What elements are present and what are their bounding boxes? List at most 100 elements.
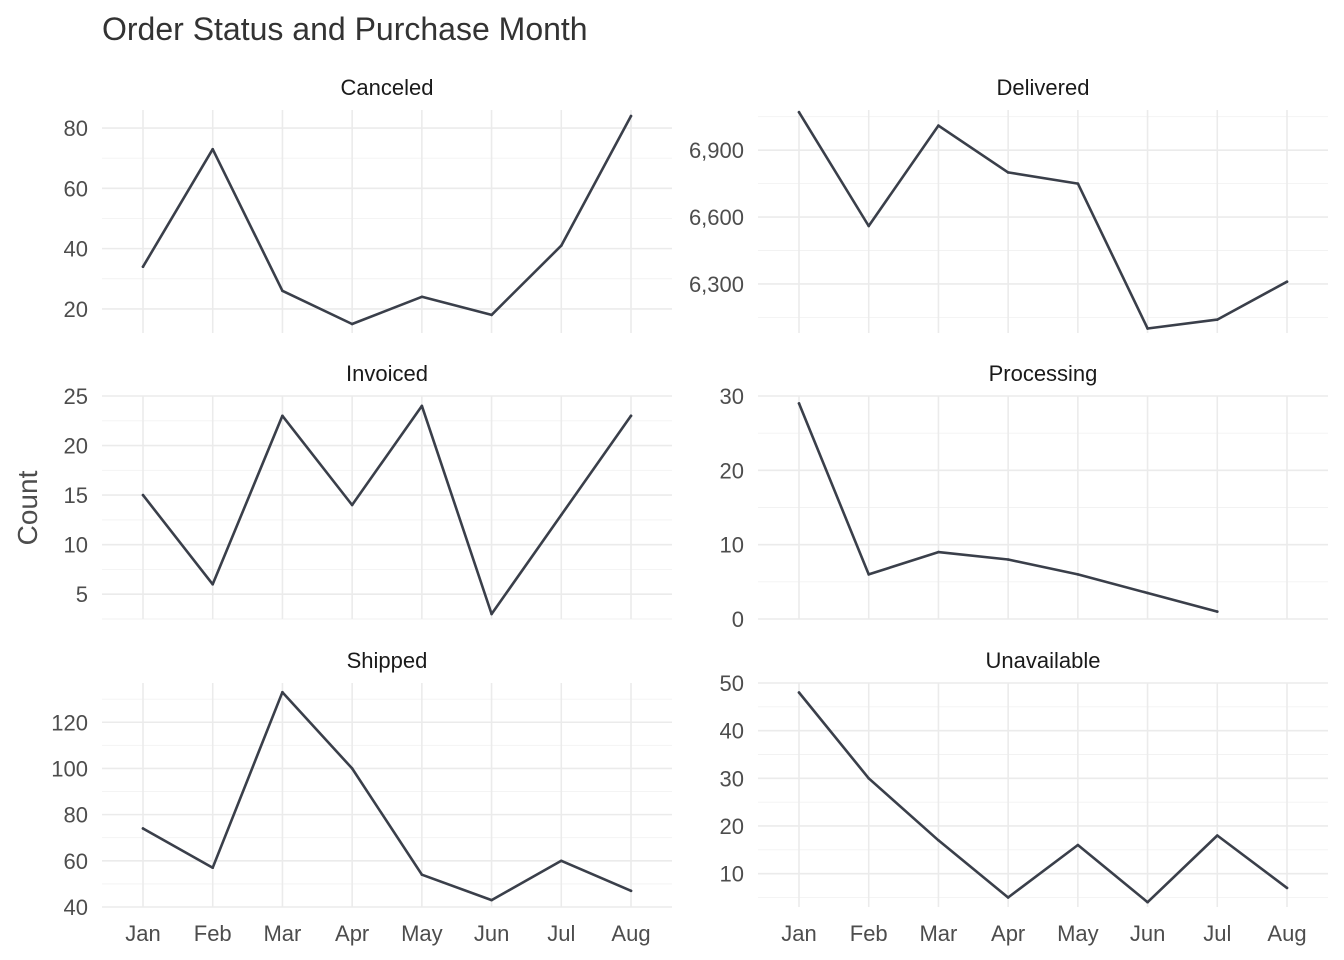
y-tick-label: 6,300 [689,272,744,297]
x-tick-label: Feb [194,921,232,946]
data-point-delivered-may [1076,182,1080,185]
data-point-canceled-jun [490,313,493,317]
data-point-delivered-mar [937,124,940,127]
x-tick-label: Jul [547,921,575,946]
y-tick-label: 6,600 [689,205,744,230]
panel-canceled: Canceled 20 40 60 80 [64,75,672,333]
data-point-unavailable-feb [867,777,871,780]
x-tick-label: Jun [1130,921,1165,946]
data-point-invoiced-aug [629,414,633,418]
facet-panels: Canceled 20 40 60 80 Delivered 6,300 6,600 6,900… [51,75,1328,946]
y-tick-label: 25 [64,384,88,409]
data-point-shipped-feb [211,866,215,870]
data-point-canceled-jan [141,265,145,269]
x-tick-label: Jul [1203,921,1231,946]
data-point-canceled-feb [211,147,215,151]
y-tick-label: 20 [720,814,744,839]
data-point-shipped-aug [629,889,633,893]
data-point-shipped-may [420,873,424,876]
data-point-shipped-mar [281,690,284,694]
data-point-canceled-mar [281,289,284,293]
y-tick-label: 30 [720,384,744,409]
data-point-canceled-apr [350,322,354,326]
data-point-delivered-jan [797,110,801,114]
y-tick-label: 10 [720,862,744,887]
panel-invoiced: Invoiced 5 10 15 20 25 [64,361,672,620]
x-tick-label: Mar [919,921,957,946]
data-point-invoiced-jul [559,513,563,517]
y-tick-label: 20 [64,434,88,459]
data-point-delivered-jul [1215,318,1219,321]
series-line-shipped [141,690,633,902]
x-tick-label: Apr [335,921,369,946]
y-tick-label: 80 [64,803,88,828]
y-tick-label: 10 [64,533,88,558]
data-point-canceled-jul [559,244,563,247]
series-line-canceled [141,114,633,326]
data-point-unavailable-mar [937,838,940,842]
y-tick-label: 40 [64,237,88,262]
data-point-shipped-apr [350,767,354,770]
y-axis-label: Count [12,470,43,545]
x-tick-label: Jun [474,921,509,946]
y-tick-label: 80 [64,116,88,141]
data-point-unavailable-apr [1006,896,1010,899]
panel-label-unavailable: Unavailable [986,648,1101,673]
data-point-invoiced-jun [490,612,493,616]
x-tick-label: Apr [991,921,1025,946]
y-tick-label: 15 [64,483,88,508]
data-point-shipped-jan [141,827,145,830]
data-point-invoiced-mar [281,414,284,418]
data-point-invoiced-may [420,404,424,408]
data-point-processing-apr [1006,558,1010,561]
y-tick-label: 50 [720,671,744,696]
data-point-invoiced-feb [211,583,215,586]
y-tick-label: 20 [720,458,744,483]
panel-delivered: Delivered 6,300 6,600 6,900 [689,75,1328,333]
x-tick-label: Aug [1267,921,1306,946]
data-point-processing-feb [867,573,871,576]
data-point-processing-mar [937,550,940,554]
y-tick-label: 0 [732,607,744,632]
y-tick-label: 10 [720,533,744,558]
series-line-invoiced [141,404,633,616]
data-point-delivered-apr [1006,171,1010,174]
panel-label-processing: Processing [989,361,1098,386]
x-tick-label: May [401,921,443,946]
panel-label-invoiced: Invoiced [346,361,428,386]
data-point-canceled-aug [629,114,633,118]
data-point-unavailable-jan [797,691,801,694]
x-tick-label: Mar [263,921,301,946]
y-tick-label: 60 [64,176,88,201]
y-tick-label: 5 [76,582,88,607]
x-tick-label: May [1057,921,1099,946]
panel-unavailable: Unavailable 10 20 30 40 50 Jan Feb Mar Apr May Jun J… [720,648,1328,946]
panel-processing: Processing 0 10 20 30 [720,361,1328,632]
data-point-unavailable-jun [1146,900,1149,904]
data-point-delivered-feb [867,224,871,228]
chart-title: Order Status and Purchase Month [102,11,588,47]
panel-label-shipped: Shipped [347,648,428,673]
data-point-processing-jan [797,402,801,405]
data-point-processing-may [1076,573,1080,576]
y-tick-label: 40 [64,895,88,920]
data-point-canceled-may [420,295,424,299]
y-tick-label: 100 [51,756,88,781]
y-tick-label: 60 [64,849,88,874]
y-tick-label: 30 [720,766,744,791]
data-point-unavailable-aug [1285,886,1289,890]
series-line-unavailable [797,691,1289,904]
data-point-shipped-jun [490,898,493,902]
data-point-unavailable-jul [1215,834,1219,837]
data-point-delivered-jun [1146,327,1149,330]
y-tick-label: 6,900 [689,138,744,163]
panel-shipped: Shipped 40 60 80 100 120 Jan Feb Mar Apr May Jun Jul… [51,648,672,946]
data-point-processing-jun [1146,591,1149,595]
data-point-unavailable-may [1076,843,1080,847]
data-point-invoiced-apr [350,503,354,507]
panel-label-canceled: Canceled [341,75,434,100]
series-line-delivered [797,110,1289,330]
y-tick-label: 40 [720,719,744,744]
